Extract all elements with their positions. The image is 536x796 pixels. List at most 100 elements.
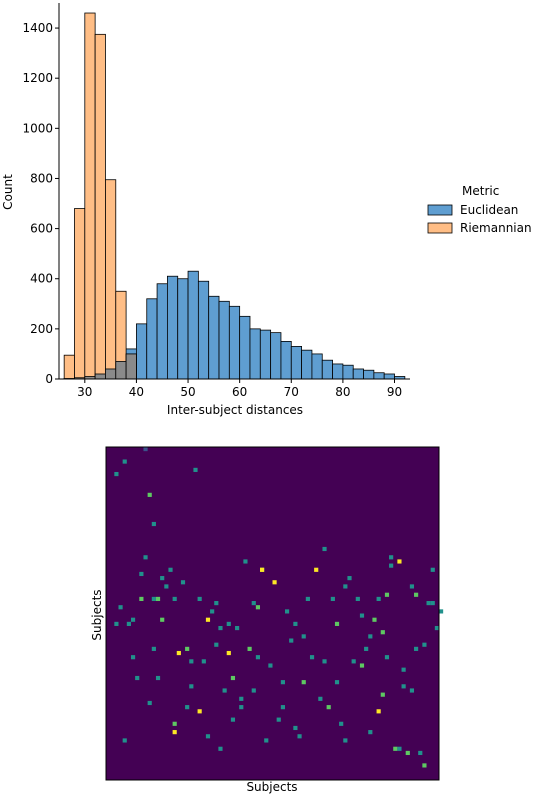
euclidean-bar-10 — [166, 275, 179, 380]
heatmap-cell-44 — [389, 563, 394, 568]
heatmap-cell-107 — [376, 596, 381, 602]
euclidean-bar-27 — [342, 364, 354, 380]
heatmap-cell-33 — [343, 738, 348, 743]
heatmap-cell-60 — [289, 638, 294, 643]
heatmap-cell-89 — [339, 721, 344, 726]
heatmap-cell-56 — [130, 655, 136, 660]
euclidean-bar-12 — [187, 270, 199, 380]
heatmap-cell-28 — [251, 601, 256, 606]
heatmap-cell-32 — [322, 546, 327, 552]
riemannian-bar-1 — [74, 208, 86, 380]
heatmap-cell-79 — [426, 601, 431, 606]
euclidean-bar-31 — [383, 373, 395, 380]
euclidean-bar-22 — [290, 346, 303, 380]
heatmap-cell-1 — [143, 447, 148, 452]
heatmap-cell-64 — [384, 592, 390, 597]
heatmap-cell-86 — [260, 567, 265, 572]
euclidean-bar-29 — [363, 369, 375, 380]
heatmap-cell-97 — [147, 700, 152, 706]
heatmap-cell-66 — [126, 621, 131, 626]
euclidean-bar-7 — [136, 323, 148, 380]
euclidean-bar-30 — [373, 372, 385, 380]
euclidean-bar-19 — [259, 329, 272, 380]
heatmap-cell-87 — [276, 717, 281, 722]
heatmap-cell-100 — [214, 642, 219, 647]
heatmap-cell-77 — [380, 630, 385, 635]
heatmap-cell-2 — [114, 471, 119, 477]
heatmap-cell-65 — [118, 605, 123, 610]
heatmap-cell-0 — [122, 459, 127, 464]
heatmap-cell-53 — [255, 605, 261, 610]
heatmap-cell-48 — [197, 709, 202, 714]
x-tick-label: 30 — [77, 385, 92, 399]
heatmap-cell-54 — [305, 596, 310, 602]
histogram-axes: 30 40 50 60 70 80 90 0 200 400 600 800 1000 1200 1400 — [22, 3, 410, 399]
heatmap-cell-69 — [222, 688, 227, 693]
heatmap-cell-45 — [422, 763, 427, 768]
heatmap-cell-46 — [430, 601, 435, 606]
heatmap-cell-92 — [397, 746, 402, 751]
heatmap-cell-22 — [230, 675, 236, 681]
heatmap-cell-5 — [151, 521, 156, 527]
heatmap-cell-62 — [355, 596, 360, 602]
heatmap-cell-109 — [414, 592, 419, 597]
euclidean-bar-20 — [270, 332, 282, 380]
heatmap-cell-7 — [151, 596, 156, 602]
riemannian-bars — [63, 12, 137, 380]
heatmap-cell-75 — [334, 680, 340, 685]
heatmap-cell-78 — [389, 555, 394, 560]
heatmap-cell-50 — [272, 580, 277, 585]
heatmap-cell-41 — [401, 667, 406, 672]
euclidean-bar-16 — [228, 305, 241, 380]
heatmap-cell-115 — [160, 576, 165, 581]
heatmap-y-axis-label: Subjects — [90, 589, 104, 640]
y-tick-label: 1000 — [22, 121, 53, 135]
riemannian-bar-3 — [94, 33, 106, 380]
heatmap-cell-18 — [172, 721, 177, 726]
heatmap-cell-49 — [172, 730, 177, 735]
heatmap-cell-117 — [301, 634, 306, 639]
y-tick-label: 0 — [45, 372, 53, 386]
heatmap-cell-4 — [147, 492, 152, 497]
y-tick-label: 1400 — [22, 21, 53, 35]
heatmap-cell-23 — [218, 746, 223, 751]
legend-label-riemannian: Riemannian — [460, 221, 532, 235]
histogram-y-axis-label: Count — [1, 174, 15, 210]
heatmap-cell-47 — [414, 646, 419, 651]
heatmap-cell-40 — [418, 750, 423, 756]
x-tick-label: 50 — [180, 385, 195, 399]
riemannian-bar-2 — [84, 12, 96, 380]
heatmap-cell-81 — [114, 621, 119, 626]
heatmap-cell-72 — [280, 680, 285, 685]
heatmap-cell-51 — [376, 709, 381, 714]
euclidean-bar-28 — [352, 368, 364, 380]
heatmap-cell-9 — [193, 467, 198, 472]
heatmap-cell-102 — [284, 609, 290, 614]
heatmap-cell-101 — [235, 625, 240, 631]
heatmap-cell-39 — [405, 750, 410, 756]
heatmap-cell-120 — [384, 655, 390, 660]
overlap-bar-3 — [94, 373, 106, 380]
heatmap-cell-20 — [239, 696, 244, 701]
heatmap-cell-52 — [176, 650, 181, 656]
heatmap-cell-34 — [334, 621, 340, 626]
heatmap-cell-71 — [268, 663, 273, 668]
heatmap-cell-55 — [264, 738, 269, 743]
heatmap-cell-10 — [160, 617, 165, 622]
heatmap-cell-114 — [151, 646, 156, 651]
heatmap-cell-12 — [185, 646, 190, 651]
heatmap-cell-16 — [201, 659, 206, 664]
heatmap-cell-105 — [197, 596, 202, 602]
x-tick-label: 40 — [129, 385, 144, 399]
heatmap-cell-58 — [135, 675, 140, 681]
x-tick-label: 90 — [387, 385, 402, 399]
heatmap-cell-99 — [189, 659, 194, 664]
heatmap-cell-42 — [409, 584, 415, 589]
heatmap-cell-85 — [251, 688, 256, 693]
euclidean-bar-11 — [177, 278, 189, 380]
heatmap-cell-26 — [280, 705, 285, 710]
heatmap-cell-24 — [239, 705, 244, 710]
y-tick-label: 800 — [30, 171, 53, 185]
euclidean-bar-15 — [218, 300, 230, 380]
